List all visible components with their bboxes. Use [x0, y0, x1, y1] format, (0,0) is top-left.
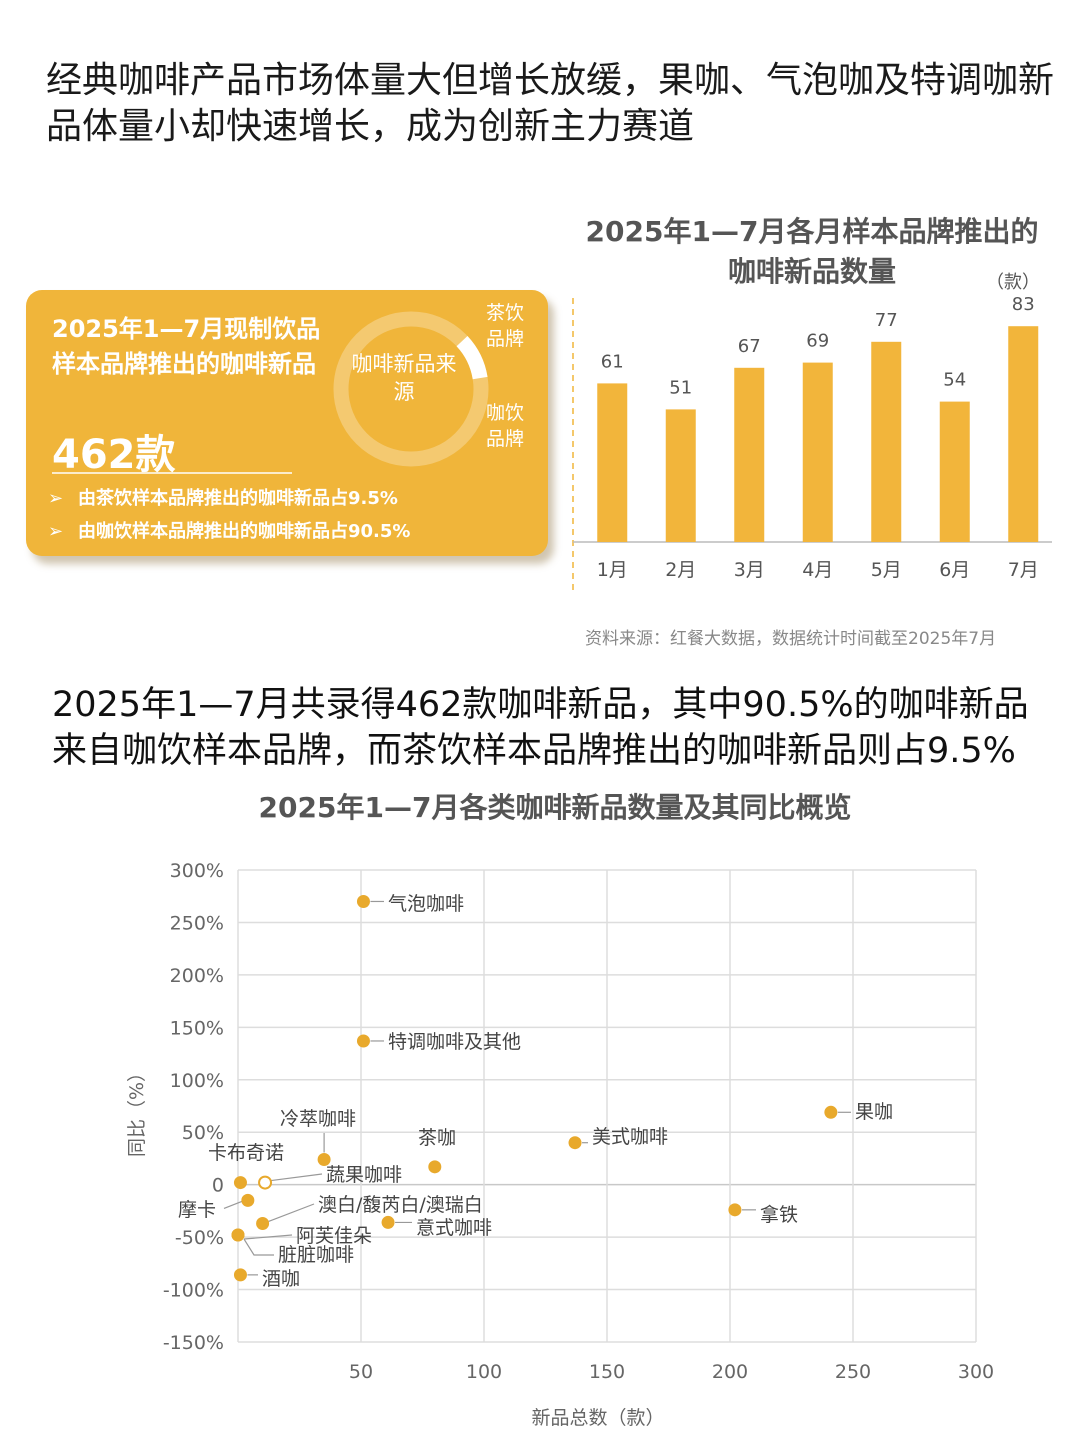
bar-5	[871, 341, 902, 542]
data-source-note: 资料来源：红餐大数据，数据统计时间截至2025年7月	[585, 629, 997, 649]
summary-paragraph: 2025年1—7月共录得462款咖啡新品，其中90.5%的咖啡新品来自咖饮样本品…	[52, 685, 1029, 771]
donut-center-label: 咖啡新品来源	[351, 352, 457, 404]
y-tick-label: 50%	[182, 1122, 224, 1144]
bullet-arrow-icon: ➢	[48, 521, 64, 542]
scatter-point	[233, 1268, 247, 1282]
total-new-products: 462款	[52, 432, 176, 478]
y-axis-title: 同比（%）	[126, 1063, 148, 1157]
point-label: 卡布奇诺	[208, 1142, 284, 1164]
scatter-point	[233, 1176, 247, 1190]
bullet-coffee-share: ➢ 由咖饮样本品牌推出的咖啡新品占90.5%	[48, 517, 410, 543]
bar-value-label: 61	[601, 351, 624, 372]
bar-value-label: 51	[669, 377, 692, 398]
point-label: 茶咖	[418, 1127, 456, 1149]
leader-line	[223, 1200, 243, 1209]
point-label: 果咖	[855, 1101, 893, 1123]
y-tick-label: 300%	[170, 860, 224, 882]
point-label: 蔬果咖啡	[326, 1164, 402, 1186]
bar-month-label: 2月	[665, 559, 696, 581]
bullet-arrow-icon: ➢	[48, 488, 64, 509]
bar-value-label: 54	[943, 370, 966, 391]
x-tick-label: 300	[958, 1361, 994, 1383]
point-label: 意式咖啡	[416, 1217, 492, 1239]
point-label: 澳白/馥芮白/澳瑞白	[318, 1194, 483, 1216]
donut-tea-segment	[456, 335, 488, 380]
point-label: 拿铁	[760, 1203, 798, 1226]
scatter-point	[256, 1216, 270, 1230]
scatter-point	[824, 1105, 838, 1119]
scatter-point	[428, 1160, 442, 1174]
x-tick-label: 200	[712, 1361, 748, 1383]
point-label: 特调咖啡及其他	[388, 1031, 521, 1053]
x-tick-label: 150	[589, 1361, 625, 1383]
y-tick-label: 150%	[170, 1017, 224, 1039]
scatter-point	[317, 1152, 331, 1166]
monthly-bar-chart: 61 1月 51 2月 67 3月 69 4月 77 5月 54 6月 83 7月	[572, 294, 1052, 590]
scatter-point	[241, 1193, 255, 1207]
bar-value-label: 69	[806, 331, 829, 352]
bar-month-label: 4月	[802, 559, 833, 581]
bar-2	[665, 409, 696, 542]
point-label: 美式咖啡	[592, 1126, 668, 1148]
scatter-point	[356, 894, 370, 908]
point-label: 阿芙佳朵	[296, 1225, 372, 1247]
y-tick-label: 200%	[170, 965, 224, 987]
y-tick-label: -150%	[163, 1332, 224, 1354]
y-tick-label: -100%	[163, 1280, 224, 1302]
donut-tea-label: 茶饮品牌	[486, 302, 525, 350]
bar-7	[1008, 326, 1039, 542]
bullet-tea-text: 由茶饮样本品牌推出的咖啡新品占9.5%	[78, 488, 398, 509]
scatter-point	[258, 1175, 273, 1190]
category-scatter-chart: 300% 250% 200% 150% 100% 50% 0 -50% -100% -150% 50…	[126, 860, 994, 1429]
x-tick-label: 250	[835, 1361, 871, 1383]
scatter-point	[381, 1215, 395, 1229]
page-headline: 经典咖啡产品市场体量大但增长放缓，果咖、气泡咖及特调咖新品体量小却快速增长，成为…	[46, 60, 1055, 147]
y-tick-label: -50%	[175, 1227, 224, 1249]
x-tick-label: 100	[466, 1361, 502, 1383]
bar-chart-title: 2025年1—7月各月样本品牌推出的咖啡新品数量	[585, 215, 1039, 288]
leader-line	[270, 1173, 323, 1182]
point-label: 气泡咖啡	[388, 893, 464, 915]
card-divider	[52, 472, 292, 474]
donut-coffee-segment	[333, 311, 489, 467]
point-label: 冷萃咖啡	[280, 1108, 356, 1130]
y-tick-label: 0	[212, 1175, 224, 1197]
y-tick-label: 100%	[170, 1070, 224, 1092]
point-label: 脏脏咖啡	[278, 1244, 354, 1266]
bar-4	[802, 362, 833, 542]
bar-month-label: 7月	[1008, 559, 1039, 581]
leader-line	[268, 1203, 315, 1223]
y-tick-label: 250%	[170, 912, 224, 934]
x-tick-label: 50	[349, 1361, 373, 1383]
donut-coffee-label: 咖饮品牌	[486, 402, 525, 450]
source-donut-chart	[333, 311, 489, 467]
bullet-tea-share: ➢ 由茶饮样本品牌推出的咖啡新品占9.5%	[48, 484, 398, 510]
scatter-point	[568, 1136, 582, 1150]
leader-line	[243, 1234, 293, 1240]
bar-month-label: 1月	[597, 559, 628, 581]
x-axis-title: 新品总数（款）	[531, 1407, 664, 1429]
scatter-point	[728, 1203, 742, 1217]
bar-month-label: 5月	[871, 559, 902, 581]
bar-value-label: 77	[875, 310, 898, 331]
bar-month-label: 3月	[734, 559, 765, 581]
bar-value-label: 67	[738, 336, 761, 357]
summary-card: 2025年1—7月现制饮品样本品牌推出的咖啡新品 462款 咖啡新品来源 茶饮品…	[26, 290, 548, 556]
leader-line	[243, 1238, 274, 1256]
scatter-point	[231, 1228, 245, 1242]
bullet-coffee-text: 由咖饮样本品牌推出的咖啡新品占90.5%	[78, 521, 411, 542]
point-label: 酒咖	[262, 1268, 300, 1290]
bar-chart-unit: （款）	[986, 272, 1040, 293]
point-label: 摩卡	[178, 1199, 216, 1221]
scatter-chart-title: 2025年1—7月各类咖啡新品数量及其同比概览	[258, 791, 852, 824]
bar-month-label: 6月	[939, 559, 970, 581]
bar-3	[734, 367, 765, 542]
scatter-point	[356, 1034, 370, 1048]
bar-6	[939, 401, 970, 542]
bar-value-label: 83	[1012, 294, 1035, 315]
summary-card-title: 2025年1—7月现制饮品样本品牌推出的咖啡新品	[52, 315, 321, 378]
bar-1	[597, 383, 628, 542]
